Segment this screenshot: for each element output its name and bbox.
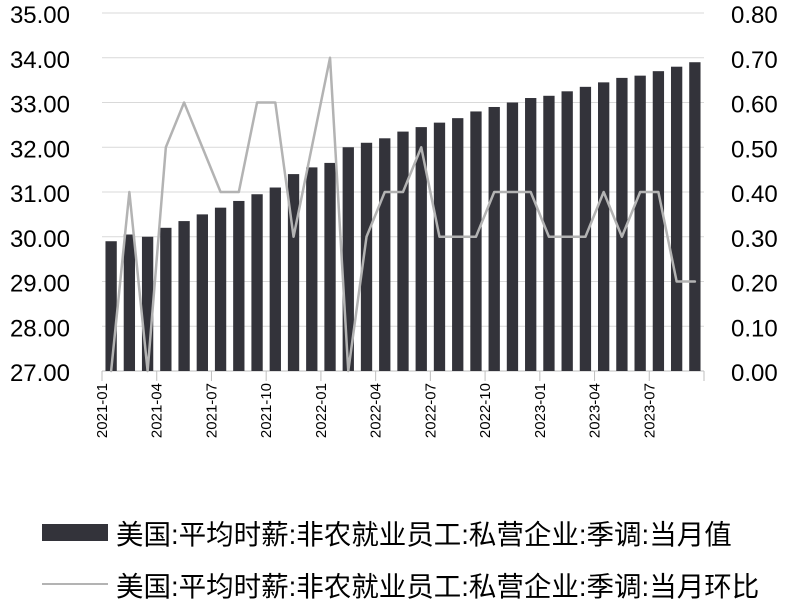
svg-text:31.00: 31.00	[10, 181, 70, 208]
svg-text:2022-10: 2022-10	[477, 383, 494, 438]
svg-text:33.00: 33.00	[10, 92, 70, 119]
svg-text:0.00: 0.00	[731, 360, 778, 387]
svg-text:0.80: 0.80	[731, 2, 778, 29]
svg-text:2023-04: 2023-04	[587, 383, 604, 438]
svg-text:2021-10: 2021-10	[258, 383, 275, 438]
svg-text:2023-07: 2023-07	[641, 383, 658, 438]
svg-text:32.00: 32.00	[10, 136, 70, 163]
svg-text:30.00: 30.00	[10, 226, 70, 253]
svg-text:2022-01: 2022-01	[313, 383, 330, 438]
svg-text:35.00: 35.00	[10, 2, 70, 29]
svg-text:0.10: 0.10	[731, 315, 778, 342]
svg-text:0.40: 0.40	[731, 181, 778, 208]
svg-text:0.30: 0.30	[731, 226, 778, 253]
svg-text:0.20: 0.20	[731, 271, 778, 298]
svg-text:2021-04: 2021-04	[149, 383, 166, 438]
svg-text:2022-07: 2022-07	[422, 383, 439, 438]
svg-text:0.70: 0.70	[731, 47, 778, 74]
svg-text:2023-01: 2023-01	[532, 383, 549, 438]
svg-text:29.00: 29.00	[10, 271, 70, 298]
svg-text:34.00: 34.00	[10, 47, 70, 74]
svg-text:2021-01: 2021-01	[94, 383, 111, 438]
svg-text:0.60: 0.60	[731, 92, 778, 119]
svg-text:2022-04: 2022-04	[368, 383, 385, 438]
svg-text:28.00: 28.00	[10, 315, 70, 342]
svg-text:2021-07: 2021-07	[203, 383, 220, 438]
svg-text:0.50: 0.50	[731, 136, 778, 163]
svg-text:27.00: 27.00	[10, 360, 70, 387]
